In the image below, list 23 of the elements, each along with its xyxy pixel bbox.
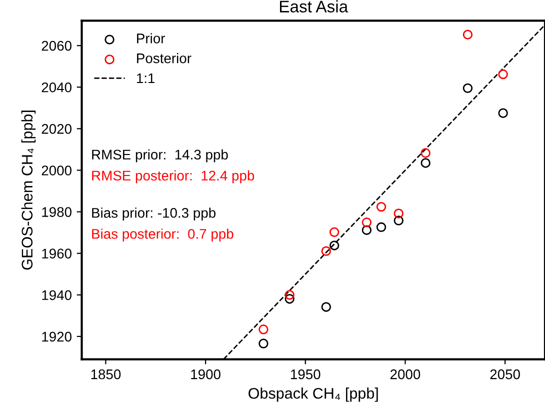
y-axis-title: GEOS-Chem CH₄ [ppb]: [21, 110, 36, 270]
chart-title: East Asia: [280, 0, 348, 12]
y-tick-label: 1980: [42, 207, 72, 217]
y-tick-label: 1960: [42, 248, 72, 259]
x-tick-label: 1900: [191, 369, 220, 380]
x-axis-title: Obspack CH₄ [ppb]: [248, 388, 378, 402]
annotation: Bias posterior: 0.7 ppb: [92, 228, 234, 242]
x-tick-label: 2050: [490, 369, 520, 380]
legend-label: Posterior: [137, 53, 192, 64]
y-tick-label: 2060: [42, 40, 72, 51]
y-tick-label: 1940: [42, 290, 72, 300]
legend-label: Prior: [137, 33, 166, 44]
x-tick-label: 1850: [91, 369, 121, 380]
legend-label: 1:1: [136, 73, 155, 83]
y-tick-label: 2000: [42, 166, 72, 176]
x-tick-label: 2000: [390, 369, 420, 380]
annotation: RMSE prior: 14.3 ppb: [92, 149, 228, 162]
y-tick-label: 1920: [42, 332, 72, 342]
annotation: Bias prior: -10.3 ppb: [92, 208, 216, 221]
y-tick-label: 2020: [42, 124, 72, 134]
annotation: RMSE posterior: 12.4 ppb: [92, 170, 254, 184]
y-tick-label: 2040: [42, 82, 72, 92]
x-tick-label: 1950: [291, 369, 320, 380]
